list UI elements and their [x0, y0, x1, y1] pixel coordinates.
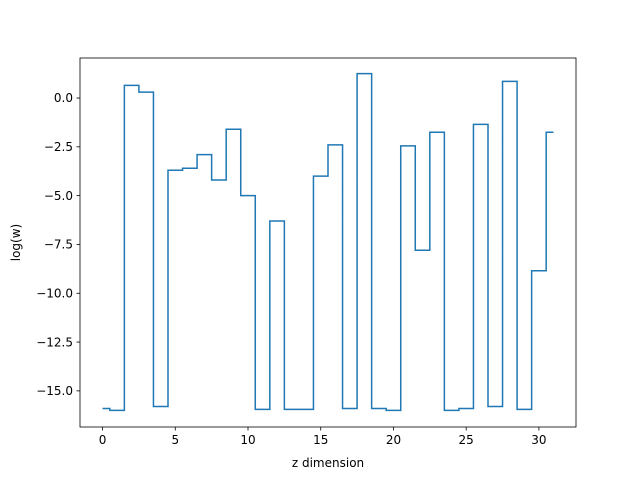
y-tick-label: 0.0	[54, 91, 73, 105]
y-axis-label: log(w)	[9, 224, 23, 261]
y-axis-ticks: 0.0 −2.5 −5.0 −7.5 −10.0 −12.5 −15.0	[36, 91, 80, 398]
y-tick-label: −7.5	[44, 238, 73, 252]
x-tick-label: 5	[171, 433, 179, 447]
x-tick-label: 20	[386, 433, 401, 447]
x-tick-label: 30	[531, 433, 546, 447]
y-tick-label: −15.0	[36, 384, 73, 398]
x-tick-label: 10	[240, 433, 255, 447]
x-tick-label: 15	[313, 433, 328, 447]
plot-frame	[79, 57, 577, 428]
y-tick-label: −5.0	[44, 189, 73, 203]
x-axis-ticks: 0 5 10 15 20 25 30	[99, 427, 547, 447]
x-axis-label: z dimension	[292, 456, 364, 470]
y-tick-label: −10.0	[36, 286, 73, 300]
x-tick-label: 25	[459, 433, 474, 447]
series-layer	[102, 72, 554, 412]
y-tick-label: −12.5	[36, 335, 73, 349]
x-tick-label: 0	[99, 433, 107, 447]
series-line	[102, 72, 554, 412]
plot-area	[80, 58, 576, 427]
y-tick-label: −2.5	[44, 140, 73, 154]
